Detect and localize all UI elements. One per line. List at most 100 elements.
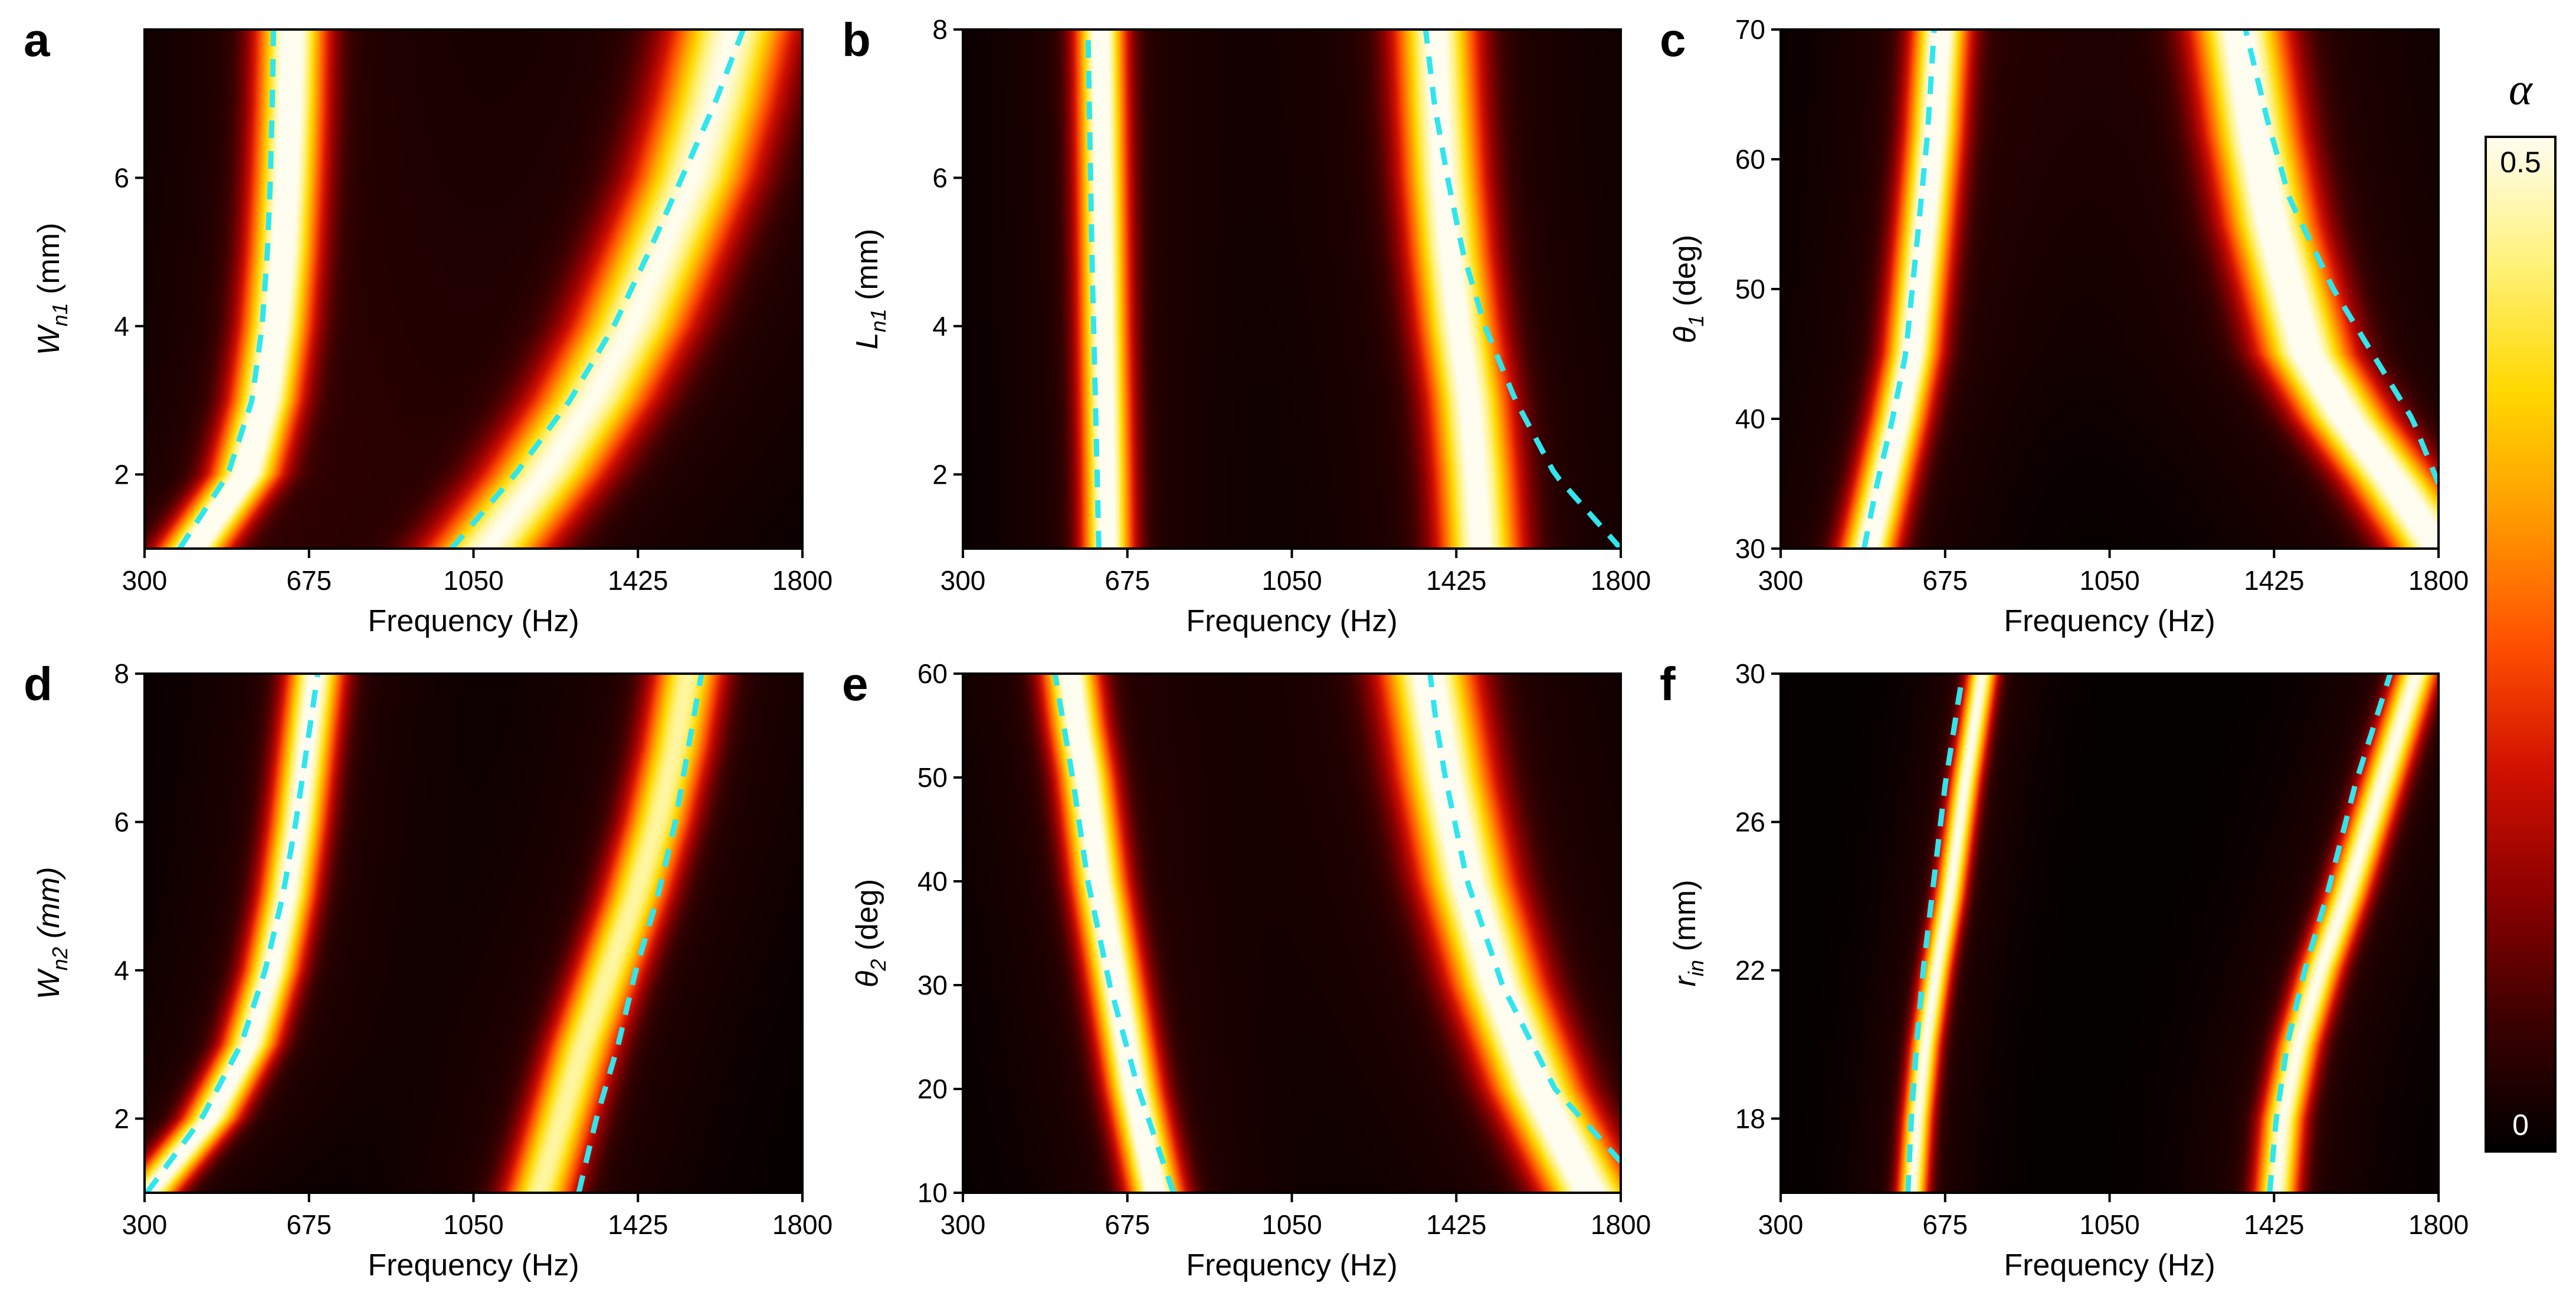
y-axis-label-c: θ1 (deg): [1668, 235, 1708, 343]
theory-line-b-1: [1085, 29, 1102, 549]
panel-a: 300 675 1050 1425 1800 2 4 6 Frequency (Hz) Wn1 (…: [24, 14, 833, 638]
heatmap-d: [145, 674, 802, 1193]
theory-line-d-1: [145, 674, 321, 1193]
theory-line-c-1: [1861, 29, 1937, 549]
theory-line-c-2: [2243, 29, 2439, 485]
y-tick-label-b-2: 6: [932, 162, 948, 193]
y-tick-label-b-0: 2: [932, 459, 948, 490]
y-tick-label-c-3: 60: [1735, 144, 1765, 175]
y-tick-label-e-3: 40: [917, 866, 948, 897]
x-tick-label-c-4: 1800: [2408, 565, 2469, 596]
theory-line-e-2: [1427, 674, 1621, 1164]
y-tick-label-f-2: 26: [1735, 806, 1765, 837]
y-tick-label-c-1: 40: [1735, 403, 1765, 434]
theory-line-a-2: [449, 29, 746, 549]
x-tick-label-d-0: 300: [122, 1209, 168, 1240]
y-tick-label-f-3: 30: [1735, 658, 1765, 689]
y-tick-label-d-1: 4: [114, 955, 129, 986]
y-tick-label-e-1: 20: [917, 1074, 948, 1104]
x-tick-label-d-1: 675: [286, 1209, 332, 1240]
x-tick-label-e-1: 675: [1105, 1209, 1150, 1240]
y-tick-label-f-1: 22: [1735, 955, 1765, 986]
y-axis-label-f: rin (mm): [1668, 880, 1708, 986]
y-tick-label-d-3: 8: [114, 658, 129, 689]
y-tick-label-d-0: 2: [114, 1103, 129, 1134]
x-tick-label-b-0: 300: [940, 565, 986, 596]
theory-line-e-1: [1052, 674, 1176, 1193]
x-tick-label-e-2: 1050: [1261, 1209, 1322, 1240]
y-axis-label-e: θ2 (deg): [850, 879, 890, 987]
x-tick-label-c-1: 675: [1922, 565, 1968, 596]
theory-line-f-2: [2267, 674, 2393, 1193]
colorbar: α 0.5 0: [2485, 65, 2557, 1153]
x-tick-label-f-2: 1050: [2079, 1209, 2139, 1240]
y-tick-label-e-2: 30: [917, 970, 948, 1000]
panel-e: 300 675 1050 1425 1800 10 20 30 40 50 60 Frequency …: [842, 658, 1651, 1282]
x-tick-label-f-0: 300: [1758, 1209, 1804, 1240]
x-tick-label-e-4: 1800: [1591, 1209, 1651, 1240]
y-tick-label-c-2: 50: [1735, 274, 1765, 304]
panel-letter-b: b: [842, 14, 871, 66]
x-tick-label-c-2: 1050: [2079, 565, 2139, 596]
colorbar-gradient: [2485, 136, 2557, 1153]
x-tick-label-d-3: 1425: [608, 1209, 668, 1240]
x-axis-label-d: Frequency (Hz): [368, 1248, 579, 1282]
x-tick-label-b-2: 1050: [1261, 565, 1322, 596]
x-tick-label-a-1: 675: [286, 565, 332, 596]
heatmap-e: [963, 674, 1621, 1193]
x-axis-label-b: Frequency (Hz): [1186, 604, 1397, 638]
panel-c: 300 675 1050 1425 1800 30 40 50 60 70 Frequency (H…: [1660, 14, 2469, 638]
x-tick-label-b-1: 675: [1105, 565, 1150, 596]
y-tick-label-b-3: 8: [932, 14, 948, 45]
theory-line-f-1: [1905, 674, 1965, 1193]
colorbar-min-label: 0: [2512, 1108, 2529, 1141]
panel-d: 300 675 1050 1425 1800 2 4 6 8 Frequency (Hz) Wn2 …: [24, 658, 833, 1282]
panel-letter-d: d: [24, 658, 53, 710]
panel-letter-a: a: [24, 14, 50, 66]
x-tick-label-b-4: 1800: [1591, 565, 1651, 596]
x-tick-label-c-0: 300: [1758, 565, 1804, 596]
theory-line-d-2: [576, 674, 704, 1193]
y-tick-label-a-0: 2: [114, 459, 129, 490]
x-tick-label-a-4: 1800: [772, 565, 833, 596]
x-tick-label-d-2: 1050: [443, 1209, 503, 1240]
heatmap-c: [1781, 29, 2439, 549]
colorbar-title: α: [2509, 65, 2534, 114]
y-tick-label-a-2: 6: [114, 162, 129, 193]
y-axis-label-a: Wn1 (mm): [32, 223, 72, 356]
panel-letter-f: f: [1660, 658, 1676, 710]
y-tick-label-e-0: 10: [917, 1177, 948, 1208]
panel-letter-c: c: [1660, 14, 1686, 66]
x-tick-label-a-0: 300: [122, 565, 168, 596]
y-tick-label-c-0: 30: [1735, 533, 1765, 564]
heatmap-b: [963, 29, 1621, 549]
x-tick-label-f-4: 1800: [2408, 1209, 2469, 1240]
panel-letter-e: e: [842, 658, 869, 710]
y-tick-label-c-4: 70: [1735, 14, 1765, 45]
y-axis-label-b: Ln1 (mm): [850, 229, 890, 350]
x-tick-label-d-4: 1800: [772, 1209, 833, 1240]
x-tick-label-e-0: 300: [940, 1209, 986, 1240]
x-tick-label-f-3: 1425: [2244, 1209, 2304, 1240]
y-tick-label-e-4: 50: [917, 762, 948, 793]
x-tick-label-c-3: 1425: [2244, 565, 2304, 596]
y-axis-label-d: Wn2 (mm): [32, 867, 72, 1000]
theory-line-a-1: [177, 29, 276, 549]
y-tick-label-d-2: 6: [114, 806, 129, 837]
y-tick-label-b-1: 4: [932, 311, 948, 342]
panel-f: 300 675 1050 1425 1800 18 22 26 30 Frequency (Hz)…: [1660, 658, 2469, 1282]
panel-b: 300 675 1050 1425 1800 2 4 6 8 Frequency (Hz) Ln1 …: [842, 14, 1651, 638]
heatmap-a: [145, 29, 802, 549]
x-tick-label-e-3: 1425: [1426, 1209, 1486, 1240]
colorbar-max-label: 0.5: [2500, 146, 2541, 179]
x-tick-label-a-2: 1050: [443, 565, 503, 596]
x-axis-label-e: Frequency (Hz): [1186, 1248, 1397, 1282]
heatmap-f: [1781, 674, 2439, 1193]
x-axis-label-a: Frequency (Hz): [368, 604, 579, 638]
x-tick-label-a-3: 1425: [608, 565, 668, 596]
x-tick-label-f-1: 675: [1922, 1209, 1968, 1240]
y-tick-label-e-5: 60: [917, 658, 948, 689]
y-tick-label-a-1: 4: [114, 311, 129, 342]
